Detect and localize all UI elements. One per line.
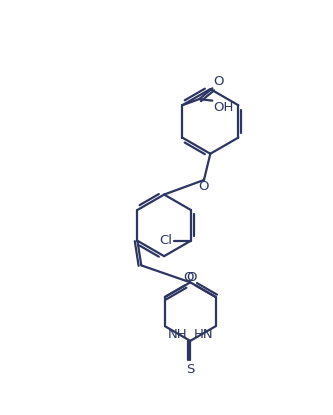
Text: HN: HN (194, 328, 213, 341)
Text: O: O (186, 271, 197, 284)
Text: O: O (198, 180, 209, 193)
Text: Cl: Cl (159, 234, 172, 247)
Text: OH: OH (213, 101, 233, 115)
Text: NH: NH (167, 328, 187, 341)
Text: S: S (186, 363, 194, 376)
Text: O: O (183, 271, 194, 284)
Text: O: O (213, 75, 224, 88)
